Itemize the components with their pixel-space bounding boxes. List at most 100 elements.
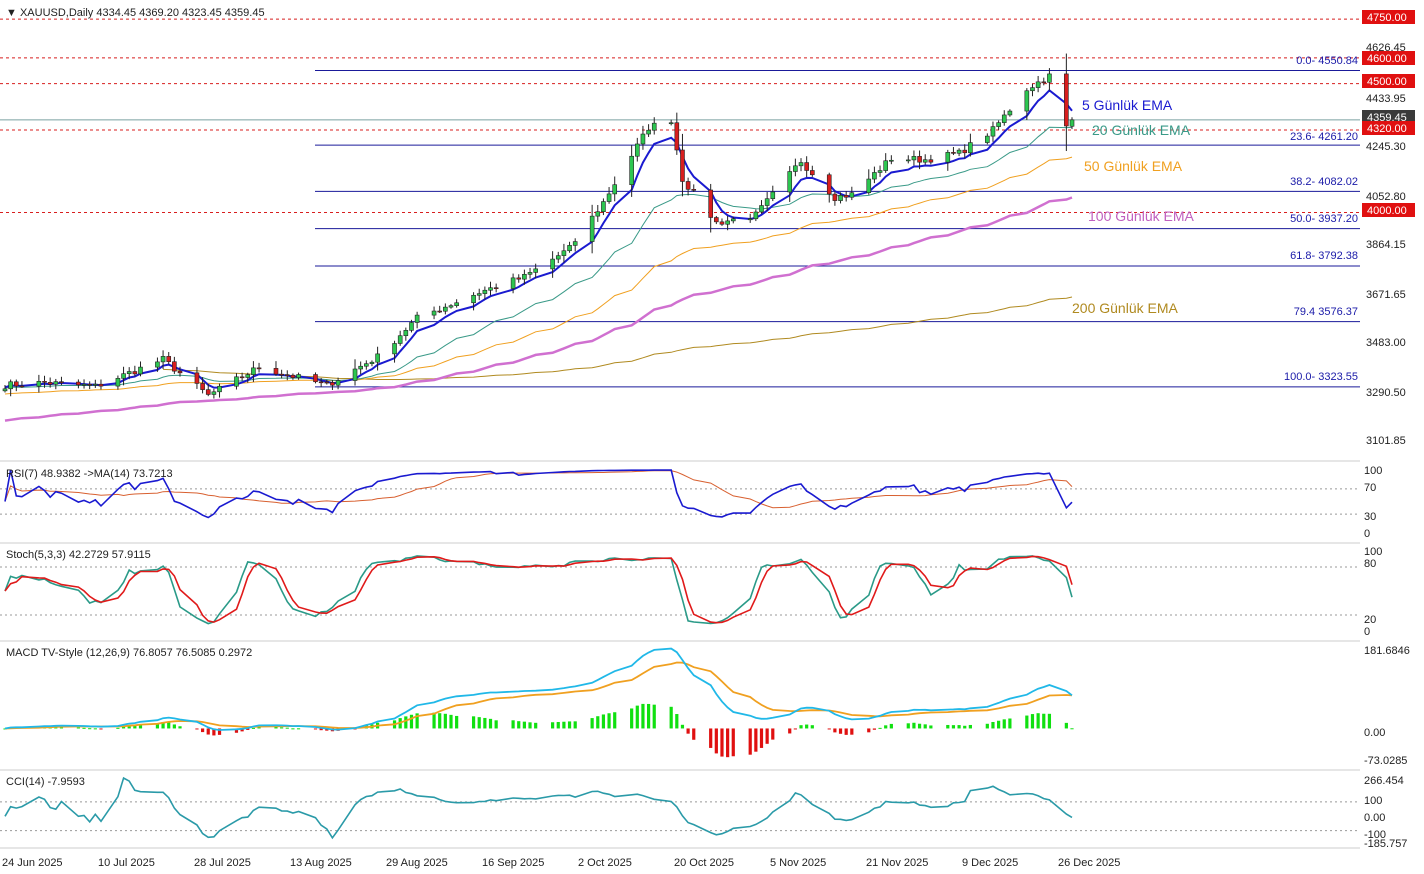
candle [454, 302, 459, 306]
candle [172, 361, 177, 372]
candle [13, 381, 19, 387]
fib-label: 0.0- 4550.84 [1296, 55, 1358, 67]
candle [375, 353, 380, 363]
time-axis-label: 9 Dec 2025 [962, 857, 1018, 869]
macd-histogram-bar [534, 722, 538, 729]
macd-histogram-bar [257, 726, 261, 729]
candle [555, 255, 561, 260]
macd-histogram-bar [850, 728, 854, 735]
candle [471, 294, 476, 304]
price-panel[interactable] [0, 18, 1360, 422]
chart-header: ▼ XAUUSD,Daily 4334.45 4369.20 4323.45 4… [6, 7, 265, 19]
macd-signal-line [4, 661, 1073, 730]
macd-histogram-bar [692, 728, 696, 740]
macd-histogram-bar [438, 713, 442, 729]
macd-histogram-bar [251, 727, 256, 729]
time-axis-label: 28 Jul 2025 [194, 857, 251, 869]
candle [1041, 81, 1047, 84]
candle [646, 129, 651, 135]
macd-histogram-bar [82, 727, 86, 729]
candle [928, 159, 934, 163]
candle [668, 122, 674, 125]
macd-histogram-bar [432, 712, 436, 729]
fib-label: 79.4 3576.37 [1294, 306, 1358, 318]
ema5-line [4, 88, 1073, 389]
macd-histogram-bar [923, 724, 927, 729]
candle [205, 389, 211, 395]
candle [725, 220, 730, 225]
macd-histogram-bar [765, 728, 769, 744]
rsi-scale: 30 [1364, 511, 1376, 523]
macd-histogram-bar [161, 722, 165, 729]
macd-histogram-bar [127, 725, 131, 729]
candle [629, 155, 634, 186]
macd-histogram-bar [833, 728, 837, 733]
macd-histogram-bar [714, 728, 718, 754]
rsi-scale: 0 [1364, 528, 1370, 540]
ema50-label: 50 Günlük EMA [1084, 158, 1183, 174]
indicator-panels[interactable] [0, 469, 1360, 840]
rsi-title: RSI(7) 48.9382 ->MA(14) 73.7213 [6, 468, 173, 480]
candle [685, 181, 691, 190]
macd-histogram-bar [867, 728, 871, 733]
candle [47, 382, 53, 385]
candle [849, 192, 855, 198]
candle [53, 381, 59, 385]
macd-title: MACD TV-Style (12,26,9) 76.8057 76.5085 … [6, 647, 252, 659]
macd-histogram-bar [291, 728, 295, 730]
macd-histogram-bar [483, 717, 487, 729]
candle [589, 215, 595, 242]
macd-histogram-bar [946, 724, 950, 729]
price-axis-label: 4052.80 [1366, 191, 1406, 203]
stoch-title: Stoch(5,3,3) 42.2729 57.9115 [6, 549, 151, 561]
macd-histogram-bar [1036, 713, 1040, 729]
macd-histogram-bar [793, 728, 797, 730]
level-tag-bg [1362, 121, 1415, 135]
macd-histogram-bar [929, 725, 933, 729]
level-tag-bg [1362, 10, 1415, 24]
candle [838, 195, 843, 201]
candle [510, 277, 516, 289]
price-axis-label: 3671.65 [1366, 289, 1406, 301]
candle [251, 367, 256, 375]
fib-label: 50.0- 3937.20 [1290, 213, 1358, 225]
cci-scale: 266.454 [1364, 775, 1404, 787]
macd-histogram-bar [528, 722, 532, 729]
candle [98, 383, 104, 387]
candle [595, 211, 601, 217]
candle [996, 122, 1001, 127]
rsi-scale: 100 [1364, 465, 1382, 477]
candle [431, 310, 437, 316]
candle [759, 205, 764, 213]
candle [482, 289, 488, 294]
cci-scale: -100 [1364, 829, 1386, 841]
ema20-line [4, 126, 1073, 389]
macd-histogram-bar [759, 728, 764, 748]
macd-histogram-bar [906, 723, 910, 729]
level-tag: 4000.00 [1367, 205, 1407, 217]
macd-histogram-bar [997, 720, 1001, 729]
candle [93, 383, 98, 386]
macd-histogram-bar [680, 724, 685, 729]
macd-histogram-bar [116, 727, 120, 729]
level-tag: 4600.00 [1367, 53, 1407, 65]
stoch-scale: 20 [1364, 614, 1376, 626]
candle [81, 383, 87, 386]
macd-histogram-bar [471, 716, 476, 729]
candle [87, 383, 92, 386]
candle [962, 149, 968, 154]
macd-histogram-bar [669, 706, 673, 729]
candle [279, 373, 284, 376]
cci-title: CCI(14) -7.9593 [6, 776, 85, 788]
candle [787, 171, 793, 193]
ema5-label: 5 Günlük EMA [1082, 97, 1173, 113]
candle [19, 385, 25, 388]
candle [550, 258, 555, 270]
candle [115, 378, 121, 387]
macd-histogram-bar [590, 718, 594, 729]
time-axis-label: 24 Jun 2025 [2, 857, 63, 869]
macd-histogram-bar [76, 727, 80, 729]
candle [601, 201, 606, 213]
macd-histogram-bar [805, 724, 809, 729]
